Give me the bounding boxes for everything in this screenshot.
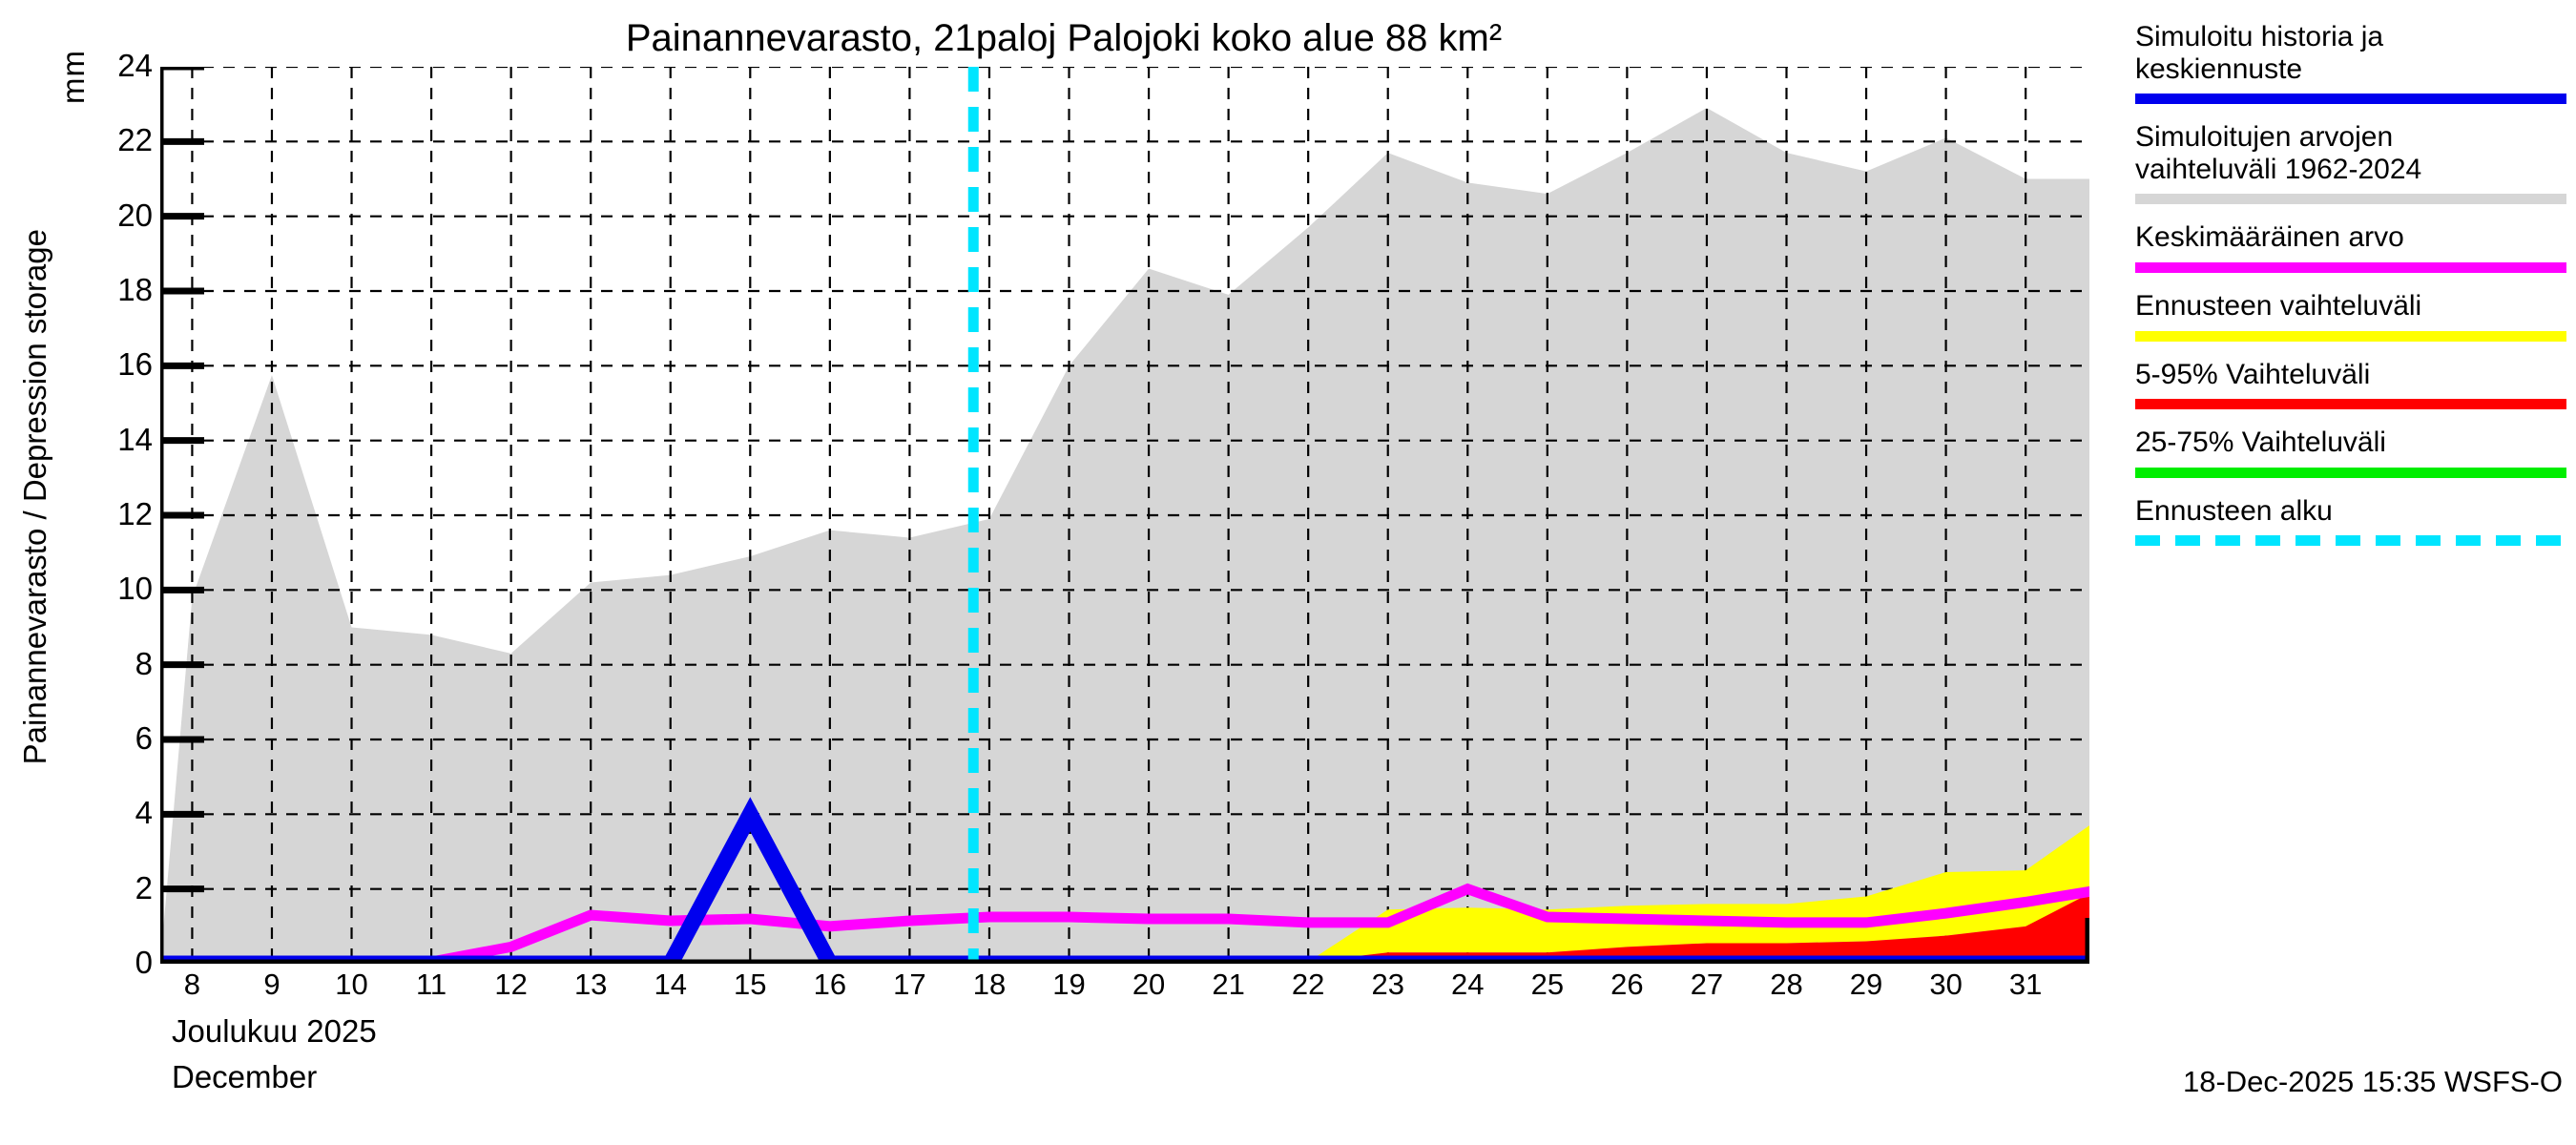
y-axis-label: Painannevarasto / Depression storage [17,229,52,765]
chart-canvas [160,67,2089,964]
plot-area [160,67,2089,964]
x-tick-22: 22 [1291,968,1325,1001]
legend-5-95-range-label: 5-95% Vaihteluväli [2135,358,2371,390]
y-tick-0: 0 [135,945,153,980]
x-tick-31: 31 [2008,968,2043,1001]
x-tick-12: 12 [494,968,528,1001]
x-tick-28: 28 [1770,968,1803,1001]
x-tick-25: 25 [1530,968,1565,1001]
legend-mean-value: Keskimääräinen arvo [2135,221,2566,273]
range-5-95-area [1308,893,2089,964]
y-tick-8: 8 [135,645,153,681]
x-axis-month-fi: Joulukuu 2025 [172,1013,377,1049]
legend-simulated-range-swatch [2135,194,2566,205]
legend-simulated-history: Simuloitu historia ja keskiennuste [2135,21,2566,105]
x-tick-24: 24 [1451,968,1485,1001]
x-tick-9: 9 [263,968,280,1001]
legend-5-95-range: 5-95% Vaihteluväli [2135,359,2566,410]
legend-5-95-range-swatch [2135,399,2566,410]
x-tick-14: 14 [654,968,687,1001]
timestamp-label: 18-Dec-2025 15:35 WSFS-O [2182,1065,2563,1098]
legend-25-75-range: 25-75% Vaihteluväli [2135,427,2566,478]
x-axis-month-en: December [172,1059,318,1094]
x-tick-8: 8 [183,968,201,1001]
legend-simulated-history-swatch [2135,94,2566,105]
y-tick-20: 20 [117,197,153,233]
x-tick-10: 10 [335,968,368,1001]
y-tick-10: 10 [117,571,153,607]
chart-title: Painannevarasto, 21paloj Palojoki koko a… [625,17,1503,59]
x-tick-20: 20 [1132,968,1166,1001]
x-tick-27: 27 [1690,968,1724,1001]
x-tick-21: 21 [1212,968,1245,1001]
x-tick-16: 16 [813,968,847,1001]
y-tick-14: 14 [117,421,153,457]
x-tick-26: 26 [1610,968,1644,1001]
y-tick-16: 16 [117,346,153,383]
x-tick-11: 11 [415,968,447,1001]
x-tick-29: 29 [1849,968,1883,1001]
legend-forecast-range: Ennusteen vaihteluväli [2135,290,2566,342]
x-axis-tick-labels: 8 9 10 11 12 13 14 15 16 17 18 19 20 21 22 23 24 25 26 27 28… [160,968,2089,1013]
y-tick-6: 6 [135,720,153,756]
legend-25-75-range-label: 25-75% Vaihteluväli [2135,427,2386,459]
legend-forecast-start-label: Ennusteen alku [2135,494,2333,527]
y-tick-2: 2 [135,869,153,906]
x-tick-15: 15 [734,968,767,1001]
simulated-range-area [160,108,2089,964]
legend-mean-value-swatch [2135,261,2566,273]
x-tick-19: 19 [1052,968,1086,1001]
grid-lines [160,67,2089,964]
legend-forecast-start: Ennusteen alku [2135,495,2566,547]
legend-forecast-range-label: Ennusteen vaihteluväli [2135,289,2422,322]
y-tick-12: 12 [117,496,153,531]
legend-forecast-range-swatch [2135,330,2566,342]
x-tick-30: 30 [1929,968,1963,1001]
chart-legend: Simuloitu historia ja keskiennuste Simulo… [2135,21,2566,563]
y-axis-tick-labels: 24 22 20 18 16 14 12 10 8 6 4 2 0 [84,48,153,980]
mean-value-line [192,883,2089,964]
x-tick-23: 23 [1371,968,1404,1001]
legend-mean-value-label: Keskimääräinen arvo [2135,221,2404,254]
y-tick-18: 18 [117,272,153,307]
y-tick-24: 24 [117,48,153,83]
legend-simulated-range-label: Simuloitujen arvojen vaihteluväli 1962-2… [2135,121,2422,185]
legend-simulated-history-label: Simuloitu historia ja keskiennuste [2135,21,2384,85]
legend-simulated-range: Simuloitujen arvojen vaihteluväli 1962-2… [2135,121,2566,205]
x-tick-13: 13 [573,968,608,1001]
x-tick-18: 18 [972,968,1007,1001]
y-tick-4: 4 [135,795,153,831]
forecast-range-area [1308,825,2089,963]
x-tick-17: 17 [893,968,926,1001]
legend-25-75-range-swatch [2135,467,2566,478]
legend-forecast-start-swatch [2135,535,2566,547]
y-tick-22: 22 [117,122,153,158]
